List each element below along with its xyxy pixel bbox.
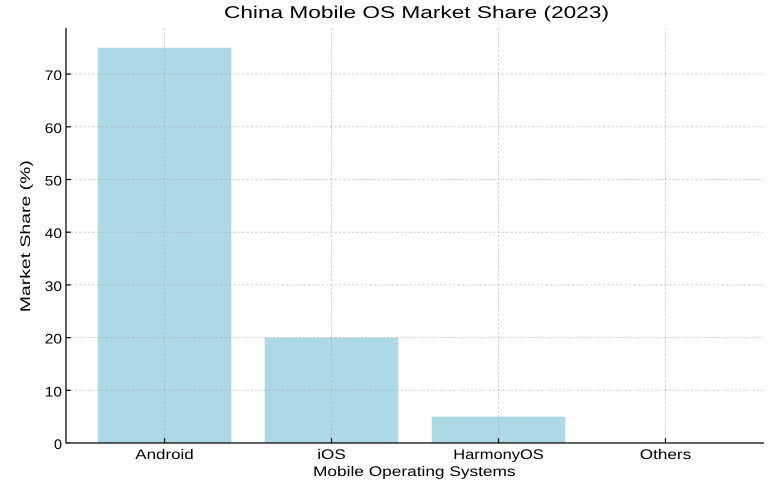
svg-text:40: 40 — [45, 225, 63, 241]
svg-text:60: 60 — [45, 120, 63, 136]
svg-text:HarmonyOS: HarmonyOS — [453, 446, 544, 462]
svg-text:Others: Others — [640, 446, 692, 462]
svg-text:20: 20 — [45, 331, 63, 347]
svg-text:70: 70 — [45, 67, 63, 83]
svg-text:Android: Android — [135, 446, 193, 462]
svg-text:Market Share (%): Market Share (%) — [17, 160, 33, 312]
svg-text:30: 30 — [45, 278, 63, 294]
svg-text:0: 0 — [54, 436, 62, 452]
svg-text:iOS: iOS — [317, 446, 346, 462]
svg-text:10: 10 — [45, 383, 63, 399]
svg-text:China Mobile OS Market Share (: China Mobile OS Market Share (2023) — [224, 3, 609, 22]
svg-text:Mobile Operating Systems: Mobile Operating Systems — [313, 463, 516, 479]
svg-text:50: 50 — [45, 173, 63, 189]
